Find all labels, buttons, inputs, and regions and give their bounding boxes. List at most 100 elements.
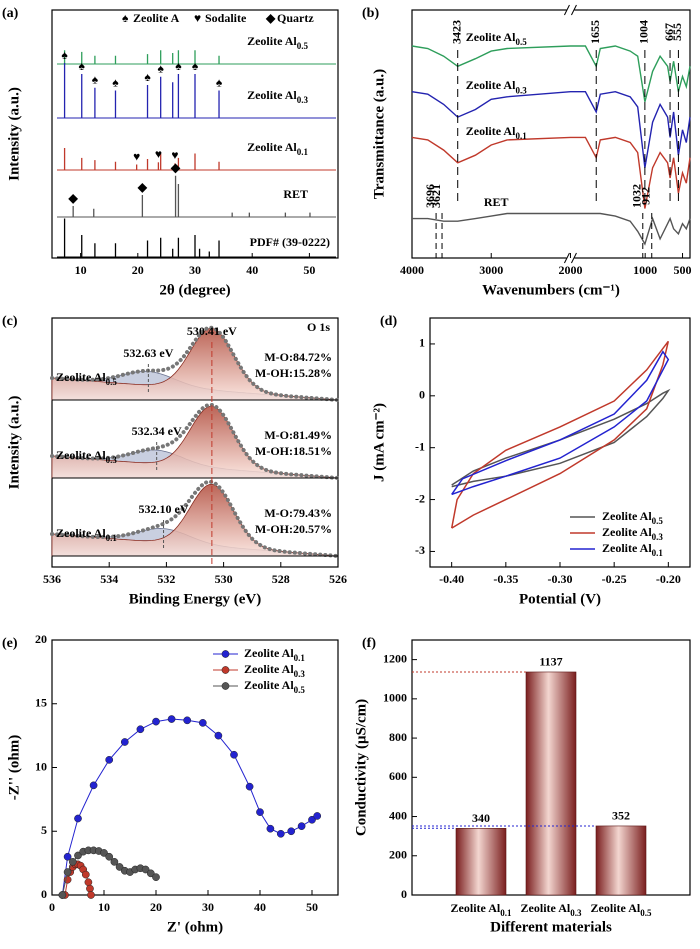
marker-legend-symbol: ♥ (194, 11, 201, 25)
series-label: PDF# (39-0222) (250, 235, 330, 249)
m-oh-peak-label: 532.10 eV (139, 502, 189, 516)
y-tick-label: 1000 (383, 691, 407, 705)
x-tick-label: -0.25 (602, 572, 627, 586)
subscript: 0.3 (297, 95, 309, 105)
marker-legend-label: Quartz (277, 11, 314, 25)
point (146, 869, 155, 878)
legend-label: Zeolite Al0.5 (244, 678, 305, 695)
series-label: Zeolite Al0.3 (466, 78, 527, 95)
marker-legend-label: Zeolite A (133, 11, 180, 25)
legend-marker (221, 650, 230, 658)
point (141, 865, 150, 874)
axis-break (571, 252, 577, 264)
x-tick-label: 20 (132, 263, 144, 277)
y-axis-title: Conductivity (μS/cm) (353, 699, 369, 836)
point (256, 808, 264, 816)
series-label: RET (283, 187, 308, 201)
spectrum-line (411, 90, 691, 168)
point (63, 868, 72, 876)
bar (595, 825, 647, 896)
legend-label: Zeolite Al0.3 (244, 662, 305, 679)
peak-label: 1655 (588, 20, 602, 44)
x-tick-label: 3000 (479, 263, 503, 277)
point (297, 822, 306, 831)
x-axis-title: Binding Energy (eV) (129, 591, 262, 607)
point (230, 750, 238, 759)
y-tick-label: 1200 (383, 651, 407, 665)
y-tick-label: 1 (419, 336, 425, 350)
spectrum-line (412, 212, 691, 246)
y-tick-label: 15 (35, 696, 47, 710)
subscript: 0.3 (570, 908, 582, 918)
subscript: 0.5 (515, 37, 527, 47)
x-tick-label: Zeolite Al0.3 (521, 901, 582, 918)
peak-label: 3423 (449, 20, 463, 44)
peak-marker: ♥ (171, 148, 178, 162)
x-axis-title: Wavenumbers (cm⁻¹) (482, 282, 620, 298)
m-o-fraction: M-O:84.72% (264, 350, 332, 364)
point (214, 731, 223, 740)
marker-legend-symbol: ♠ (122, 11, 129, 25)
point (58, 891, 67, 899)
y-tick-label: 600 (389, 769, 407, 783)
point (136, 725, 145, 734)
axis-break (564, 252, 570, 264)
subscript: 0.1 (652, 548, 664, 558)
x-tick-label: Zeolite Al0.5 (591, 901, 652, 918)
axis-break (564, 4, 570, 16)
m-o-fraction: M-O:79.43% (264, 506, 332, 520)
y-tick-label: 10 (35, 759, 47, 773)
subscript: 0.1 (106, 533, 118, 543)
y-tick-label: 0 (401, 887, 407, 901)
legend-label: Zeolite Al0.3 (602, 525, 663, 542)
y-axis-title: Intensity (a.u.) (6, 396, 22, 490)
spectrum-line (411, 136, 691, 209)
axis-break (571, 4, 577, 16)
plot-frame (411, 9, 691, 259)
point (84, 878, 93, 887)
subscript: 0.1 (515, 131, 527, 141)
series-label: Zeolite Al0.1 (247, 140, 308, 157)
subscript: 0.1 (297, 147, 309, 157)
bar (455, 828, 507, 896)
point (100, 849, 108, 857)
x-axis-title: Different materials (490, 919, 612, 935)
peak-marker: ♠ (92, 73, 99, 87)
x-tick-label: 532 (157, 572, 175, 586)
y-tick-label: 5 (41, 823, 47, 837)
panel-label: (c) (2, 314, 18, 329)
marker-legend-label: Sodalite (205, 11, 247, 25)
x-tick-label: 10 (98, 900, 110, 914)
peak-marker: ♥ (133, 149, 140, 163)
cv-curve (451, 388, 671, 488)
y-tick-label: 800 (389, 730, 407, 744)
peak-marker: ♠ (175, 59, 182, 73)
point (152, 717, 160, 726)
subscript: 0.5 (652, 516, 664, 526)
m-oh-fraction: M-OH:18.51% (255, 444, 332, 458)
x-tick-label: 40 (254, 900, 266, 914)
point (287, 827, 296, 836)
x-tick-label: 40 (246, 263, 258, 277)
subscript: 0.5 (294, 685, 306, 695)
value-label: 352 (612, 809, 630, 823)
point (86, 884, 94, 893)
peak-label: 1004 (637, 20, 651, 44)
m-oh-fraction: M-OH:20.57% (255, 522, 332, 536)
m-oh-fraction: M-OH:15.28% (255, 366, 332, 380)
point (198, 719, 207, 727)
legend-label: Zeolite Al0.5 (602, 509, 663, 526)
series-label: Zeolite Al0.3 (247, 88, 308, 105)
x-tick-label: 20 (150, 900, 162, 914)
y-axis-title: J (mA cm⁻²) (371, 403, 387, 482)
y-tick-label: -3 (415, 543, 425, 557)
y-tick-label: -2 (415, 491, 425, 505)
point (152, 873, 160, 882)
point (81, 870, 90, 879)
point (63, 852, 72, 861)
spectrum-line (411, 45, 691, 102)
point (313, 812, 322, 820)
bar (525, 671, 577, 896)
point (115, 863, 124, 871)
